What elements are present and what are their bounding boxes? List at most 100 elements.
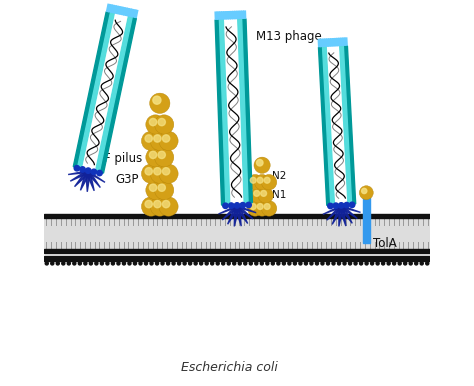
Circle shape: [122, 262, 126, 265]
Circle shape: [150, 262, 153, 265]
Circle shape: [150, 131, 169, 151]
Circle shape: [146, 147, 165, 167]
Circle shape: [154, 168, 161, 175]
Polygon shape: [68, 171, 90, 174]
Circle shape: [328, 203, 333, 209]
Circle shape: [158, 184, 165, 191]
Circle shape: [233, 262, 236, 265]
Polygon shape: [238, 19, 248, 204]
Circle shape: [189, 262, 191, 265]
Circle shape: [392, 262, 396, 265]
Polygon shape: [78, 13, 114, 168]
Circle shape: [257, 203, 263, 210]
Text: G3P: G3P: [115, 173, 139, 186]
Text: TolA: TolA: [373, 237, 397, 251]
Polygon shape: [215, 19, 253, 205]
Polygon shape: [332, 207, 344, 224]
Circle shape: [257, 177, 263, 183]
Circle shape: [348, 262, 352, 265]
Circle shape: [84, 262, 87, 265]
Circle shape: [321, 262, 324, 265]
Circle shape: [159, 197, 178, 216]
Circle shape: [106, 262, 109, 265]
Circle shape: [247, 201, 263, 216]
Circle shape: [73, 262, 76, 265]
Circle shape: [260, 262, 264, 265]
Circle shape: [163, 135, 170, 142]
Circle shape: [45, 262, 48, 265]
Circle shape: [277, 262, 280, 265]
Circle shape: [254, 190, 260, 196]
Circle shape: [117, 262, 120, 265]
Polygon shape: [95, 17, 132, 172]
Circle shape: [91, 169, 97, 174]
Circle shape: [51, 262, 54, 265]
Polygon shape: [86, 171, 100, 188]
Polygon shape: [339, 207, 352, 223]
Circle shape: [261, 174, 277, 190]
Circle shape: [349, 202, 355, 208]
Circle shape: [158, 119, 165, 126]
Circle shape: [149, 184, 157, 191]
Circle shape: [150, 197, 169, 216]
Circle shape: [244, 262, 247, 265]
Circle shape: [134, 262, 137, 265]
Circle shape: [159, 164, 178, 183]
Circle shape: [288, 262, 291, 265]
Circle shape: [310, 262, 313, 265]
Circle shape: [387, 262, 390, 265]
Circle shape: [62, 262, 65, 265]
Polygon shape: [219, 207, 239, 214]
Circle shape: [139, 262, 142, 265]
Circle shape: [271, 262, 274, 265]
Bar: [363, 197, 370, 243]
Circle shape: [161, 262, 164, 265]
Circle shape: [155, 262, 159, 265]
Circle shape: [255, 201, 270, 216]
Circle shape: [222, 262, 225, 265]
Circle shape: [255, 262, 258, 265]
Circle shape: [247, 174, 263, 190]
Circle shape: [382, 262, 385, 265]
Polygon shape: [235, 207, 253, 219]
Polygon shape: [70, 171, 90, 181]
Circle shape: [293, 262, 296, 265]
Polygon shape: [234, 207, 239, 226]
Circle shape: [210, 262, 214, 265]
Circle shape: [240, 203, 246, 208]
Circle shape: [299, 262, 302, 265]
Polygon shape: [224, 19, 244, 205]
Polygon shape: [340, 46, 352, 204]
Circle shape: [194, 262, 197, 265]
Polygon shape: [235, 207, 241, 226]
Circle shape: [255, 174, 270, 190]
Circle shape: [166, 262, 170, 265]
Circle shape: [145, 135, 152, 142]
Circle shape: [359, 186, 373, 200]
Circle shape: [376, 262, 379, 265]
Polygon shape: [319, 46, 356, 205]
Polygon shape: [228, 207, 239, 224]
Polygon shape: [86, 171, 105, 182]
Circle shape: [327, 262, 329, 265]
Circle shape: [74, 166, 80, 171]
Circle shape: [150, 93, 170, 113]
Circle shape: [333, 203, 338, 208]
Circle shape: [159, 131, 178, 151]
Circle shape: [141, 164, 161, 183]
Polygon shape: [323, 207, 344, 214]
Polygon shape: [327, 207, 344, 220]
Polygon shape: [339, 207, 361, 212]
Bar: [44, 256, 430, 261]
Polygon shape: [235, 207, 256, 213]
Circle shape: [304, 262, 308, 265]
Circle shape: [420, 262, 423, 265]
Circle shape: [172, 262, 175, 265]
Circle shape: [371, 262, 374, 265]
Circle shape: [141, 131, 161, 151]
Circle shape: [343, 262, 346, 265]
Circle shape: [250, 177, 256, 183]
Circle shape: [183, 262, 186, 265]
Circle shape: [200, 262, 203, 265]
Circle shape: [149, 119, 157, 126]
